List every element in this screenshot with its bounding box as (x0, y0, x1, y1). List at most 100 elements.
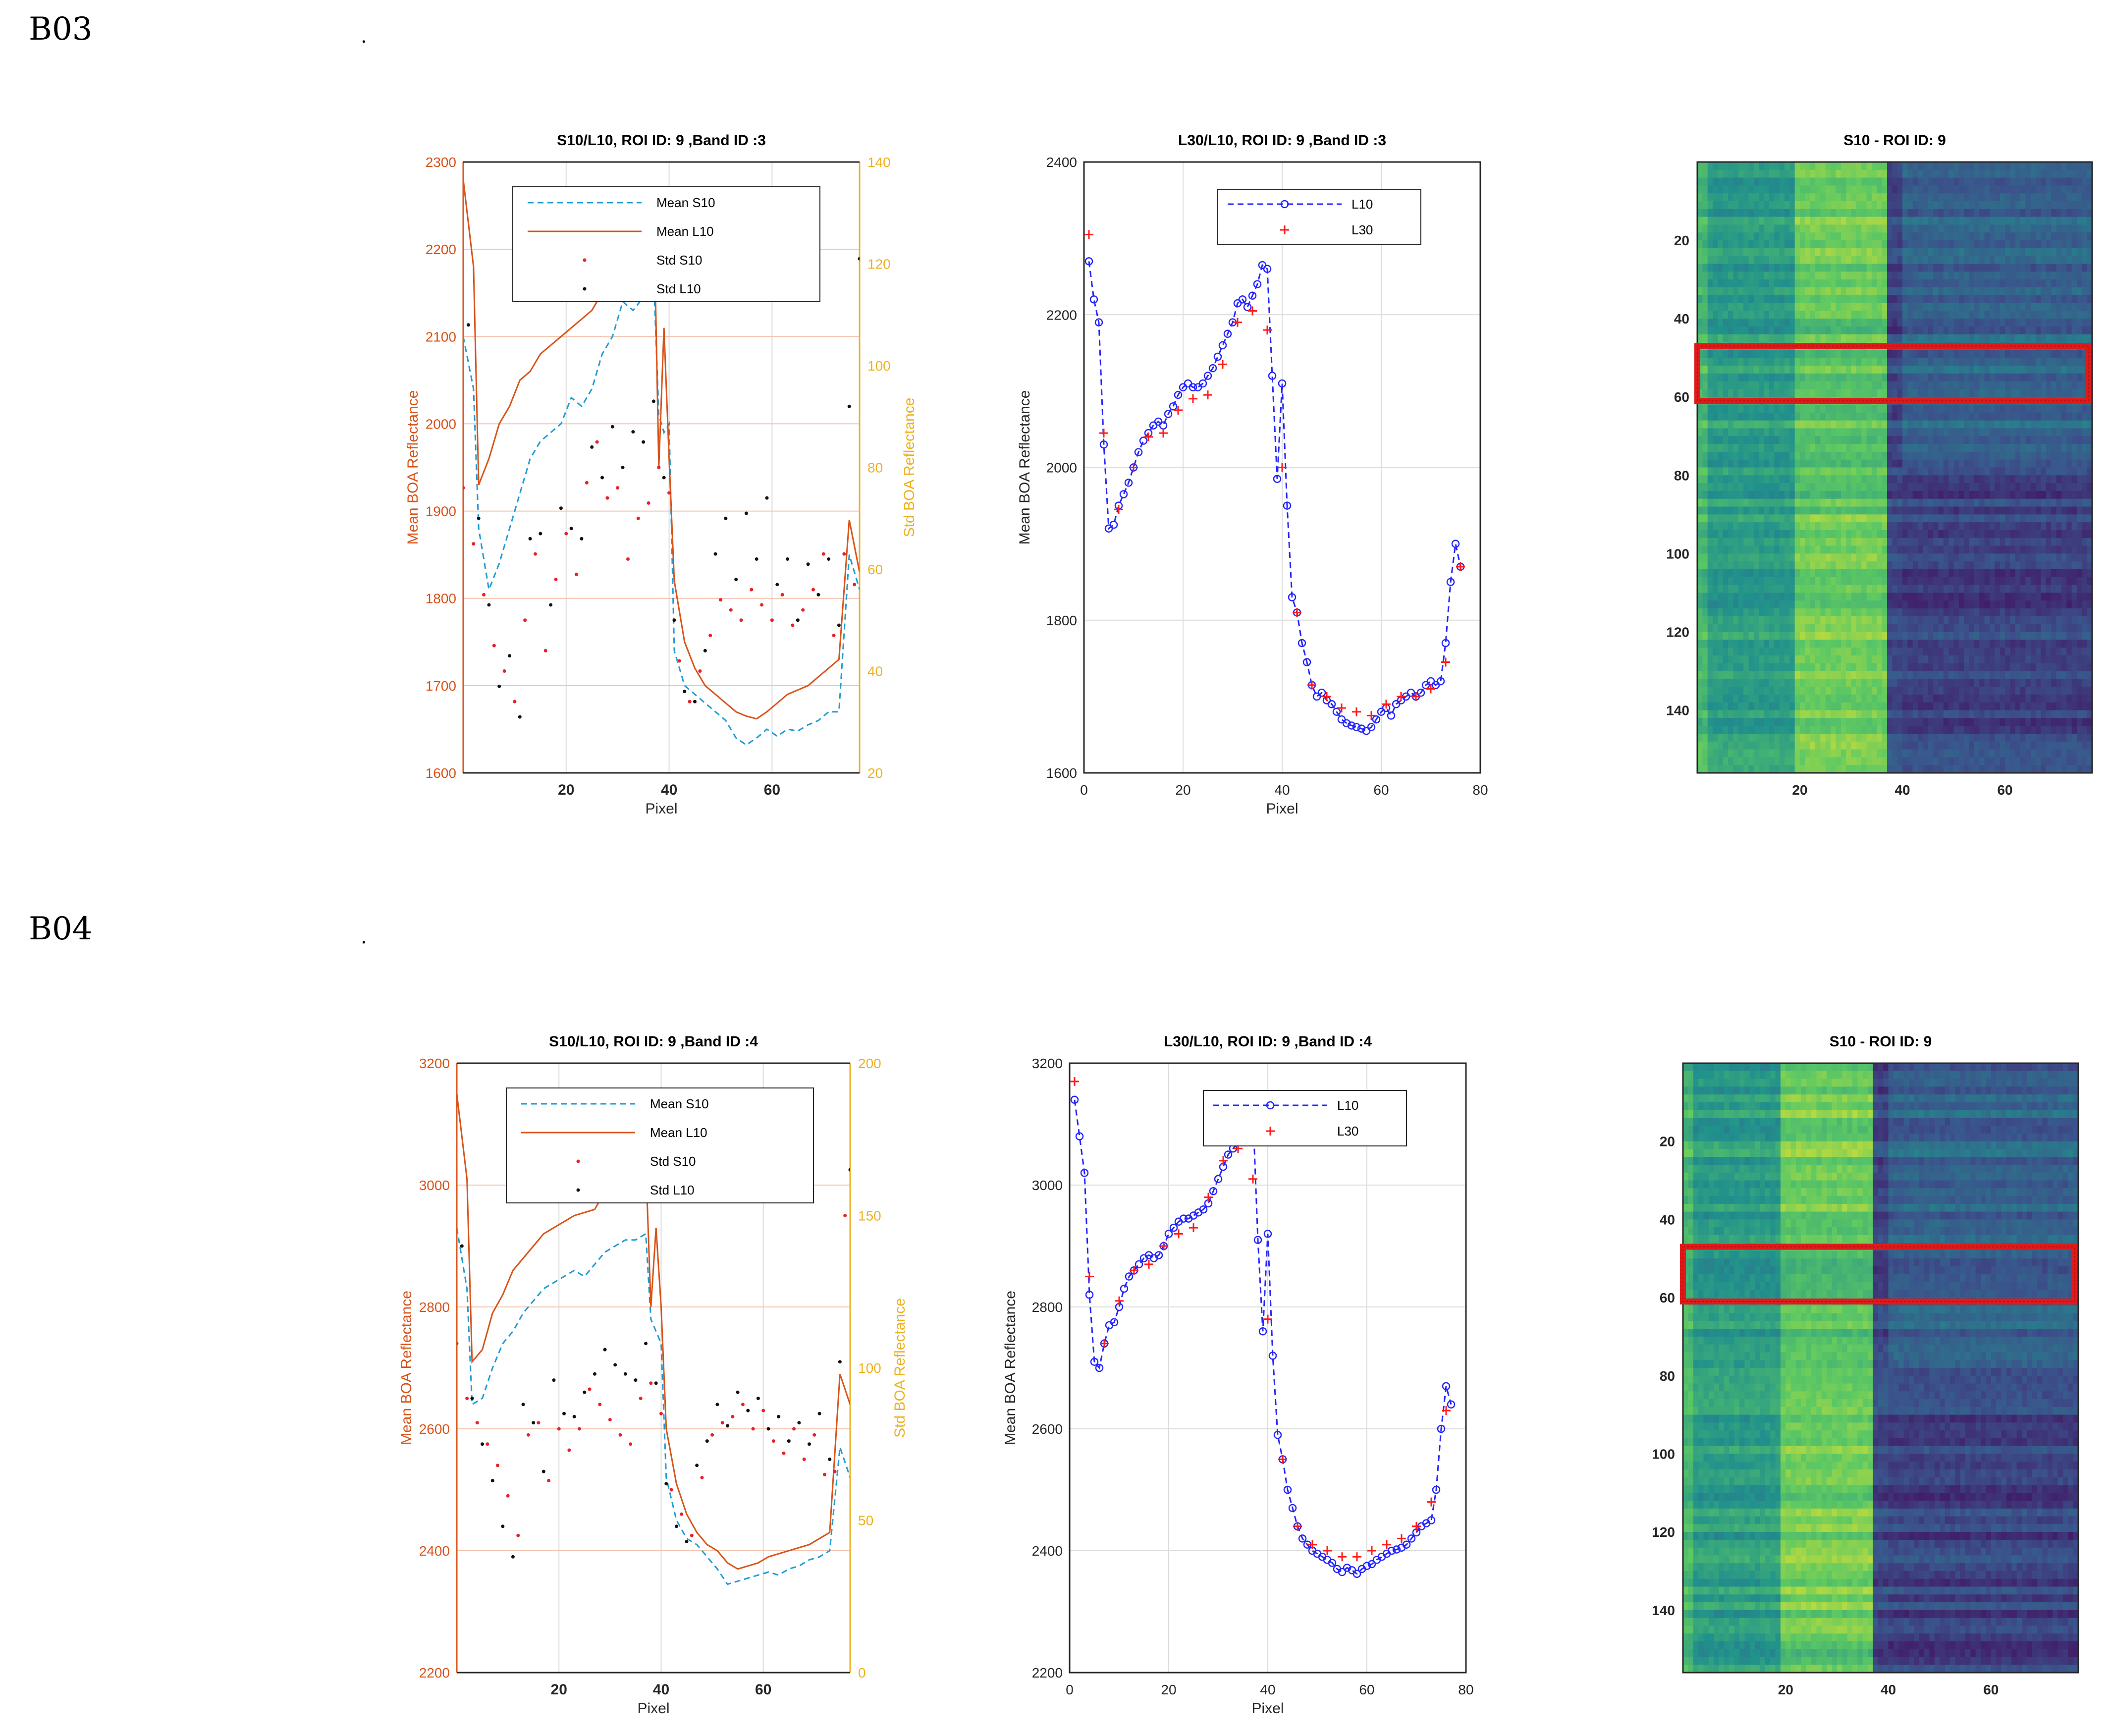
heatmap-cell (1728, 248, 1734, 257)
heatmap-cell (1800, 569, 1805, 578)
heatmap-cell (1882, 577, 1888, 586)
l10-point (1174, 390, 1183, 399)
heatmap-cell (1918, 217, 1924, 225)
heatmap-cell (2076, 326, 2082, 335)
heatmap-cell (1697, 248, 1703, 257)
heatmap-cell (1794, 420, 1800, 429)
heatmap-cell (2071, 185, 2077, 194)
heatmap-cell (1825, 373, 1831, 382)
heatmap-cell (2000, 177, 2005, 186)
heatmap-cell (1753, 624, 1759, 633)
heatmap-cell (1779, 490, 1785, 499)
heatmap-cell (2082, 593, 2088, 601)
heatmap-cell (1948, 553, 1954, 562)
heatmap-cell (1789, 334, 1795, 343)
heatmap-cell (1753, 232, 1759, 241)
heatmap-cell (1805, 169, 1811, 178)
heatmap-cell (2000, 162, 2005, 170)
heatmap-cell (1825, 475, 1831, 484)
heatmap-cell (2066, 483, 2072, 491)
heatmap-cell (1753, 530, 1759, 539)
l10-point (1184, 379, 1192, 388)
heatmap-cell (2025, 483, 2031, 491)
heatmap-cell (1851, 209, 1857, 217)
heatmap-cell (1907, 632, 1913, 640)
heatmap-cell (1805, 514, 1811, 523)
std-point (832, 634, 836, 638)
heatmap-cell (1825, 311, 1831, 319)
heatmap-cell (1912, 538, 1918, 546)
heatmap-cell (1902, 608, 1908, 617)
heatmap-cell (1979, 530, 1985, 539)
heatmap-cell (2071, 553, 2077, 562)
heatmap-cell (2056, 616, 2062, 625)
heatmap-cell (1984, 577, 1990, 586)
heatmap-cell (1697, 459, 1703, 468)
heatmap-cell (1794, 177, 1800, 186)
heatmap-cell (1912, 608, 1918, 617)
heatmap-cell (1840, 522, 1846, 531)
heatmap-cell (1866, 209, 1872, 217)
heatmap-cell (1753, 436, 1759, 444)
heatmap-cell (1784, 217, 1790, 225)
heatmap-cell (2071, 561, 2077, 570)
heatmap-cell (1810, 366, 1816, 374)
heatmap-cell (1738, 264, 1744, 272)
heatmap-cell (1871, 264, 1877, 272)
heatmap-cell (1784, 498, 1790, 507)
heatmap-cell (1702, 467, 1708, 476)
heatmap-cell (1738, 585, 1744, 594)
l10-point (1337, 715, 1346, 724)
heatmap-cell (1989, 248, 1995, 257)
heatmap-cell (2051, 303, 2057, 311)
heatmap-cell (1851, 193, 1857, 202)
heatmap-cell (1887, 366, 1893, 374)
heatmap-cell (1912, 232, 1918, 241)
heatmap-cell (1748, 451, 1754, 460)
heatmap-cell (2015, 522, 2021, 531)
heatmap-cell (1943, 475, 1949, 484)
heatmap-cell (2056, 538, 2062, 546)
heatmap-cell (2061, 185, 2067, 194)
l10-point (1134, 448, 1143, 456)
heatmap-cell (1953, 428, 1959, 436)
heatmap-cell (2041, 169, 2047, 178)
heatmap-cell (1846, 593, 1852, 601)
heatmap-cell (1902, 490, 1908, 499)
heatmap-cell (1789, 553, 1795, 562)
heatmap-cell (1713, 209, 1718, 217)
heatmap-cell (1964, 279, 1970, 288)
heatmap-cell (1733, 303, 1739, 311)
heatmap-cell (1856, 256, 1862, 265)
heatmap-cell (1743, 334, 1749, 343)
heatmap-cell (1820, 279, 1826, 288)
heatmap-cell (1902, 577, 1908, 586)
heatmap-cell (1753, 185, 1759, 194)
heatmap-cell (1831, 279, 1837, 288)
heatmap-cell (1774, 366, 1780, 374)
heatmap-cell (1702, 248, 1708, 257)
heatmap-cell (1877, 616, 1883, 625)
l10-point (1094, 318, 1103, 326)
heatmap-cell (2056, 373, 2062, 382)
heatmap-cell (1943, 162, 1949, 170)
std-point (703, 649, 707, 652)
heatmap-cell (1861, 632, 1867, 640)
heatmap-cell (1800, 366, 1805, 374)
heatmap-cell (1846, 381, 1852, 390)
heatmap-cell (1882, 569, 1888, 578)
heatmap-cell (2036, 467, 2042, 476)
heatmap-cell (1800, 467, 1805, 476)
heatmap-cell (2082, 224, 2088, 233)
heatmap-cell (2066, 381, 2072, 390)
heatmap-cell (1856, 538, 1862, 546)
heatmap-cell (1728, 436, 1734, 444)
heatmap-cell (2087, 444, 2093, 452)
heatmap-cell (1707, 483, 1713, 491)
heatmap-cell (2000, 624, 2005, 633)
heatmap-cell (1840, 459, 1846, 468)
heatmap-cell (1928, 561, 1934, 570)
heatmap-cell (1738, 577, 1744, 586)
heatmap-cell (1840, 428, 1846, 436)
heatmap-cell (2046, 201, 2052, 210)
